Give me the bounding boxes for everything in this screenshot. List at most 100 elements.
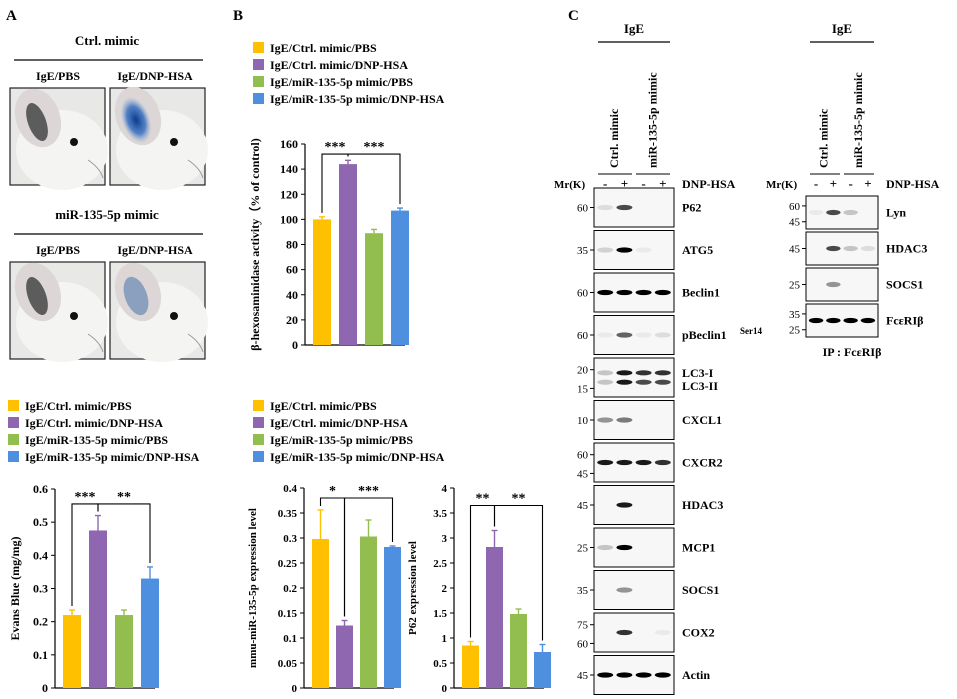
mir-expr-y-tick-label: 0.35 xyxy=(278,508,298,520)
blot-label-sup-4: Ser14 xyxy=(740,326,762,336)
ip-blot-sign-3: - xyxy=(848,176,852,191)
blot-label-1: P62 xyxy=(682,201,701,215)
blot-header: IgE xyxy=(624,21,644,36)
ip-blot-band-4-3 xyxy=(843,317,858,324)
blot-label-3: Beclin1 xyxy=(682,286,720,300)
blot-blot-11 xyxy=(593,612,675,653)
blot-band-2-3 xyxy=(635,247,652,253)
ear-photo-mir-dnp xyxy=(109,261,208,362)
p62-expr-sig-label-2: ** xyxy=(512,492,526,507)
blot-band-4-2 xyxy=(616,332,633,338)
blot-band-1-2 xyxy=(616,204,633,211)
blot-mw-label: Mr(K) xyxy=(554,179,585,191)
ip-blot-band-2-3 xyxy=(843,245,858,252)
ip-blot-sign-2: + xyxy=(830,176,837,191)
blot-sign-3: - xyxy=(641,176,645,191)
ip-blot-lane-label-2: miR-135-5p mimic xyxy=(851,72,865,168)
legend-a-swatch-3 xyxy=(8,434,19,445)
blot-sign-4: + xyxy=(659,176,666,191)
p62-expr-bar-1 xyxy=(462,645,479,688)
p62-expr-sig-bracket-2 xyxy=(493,504,544,641)
legend-b: IgE/Ctrl. mimic/PBS IgE/Ctrl. mimic/DNP-… xyxy=(253,41,445,106)
blot-band-4-1 xyxy=(597,332,614,338)
panel-letter-b: B xyxy=(233,8,243,24)
legend-b-label-3: IgE/miR-135-5p mimic/PBS xyxy=(270,75,413,89)
blot-band-10-2 xyxy=(616,587,633,593)
blot-band-6-1 xyxy=(597,417,614,423)
legend-a-label-1: IgE/Ctrl. mimic/PBS xyxy=(25,399,132,413)
ip-blot-treatment-label: DNP-HSA xyxy=(886,177,940,191)
blot-label-6: CXCL1 xyxy=(682,413,722,427)
blot-marker-11-2: 60 xyxy=(577,638,589,650)
legend-b2-label-1: IgE/Ctrl. mimic/PBS xyxy=(270,399,377,413)
blot-band-5-4 xyxy=(654,370,671,376)
mir-expr-bar-2 xyxy=(336,625,353,688)
evans-blue-bar-3 xyxy=(115,615,133,688)
ip-blot-marker-4-1: 35 xyxy=(789,309,801,321)
blot-sign-2: + xyxy=(621,176,628,191)
beta-hex-sig-label-1: *** xyxy=(325,140,346,155)
p62-expr-y-tick-label: 1.5 xyxy=(433,608,447,620)
beta-hex-y-tick-label: 0 xyxy=(292,338,298,352)
mir-expr-y-label: mmu-miR-135-5p expression level xyxy=(247,508,259,668)
p62-expr-chart: 0 0.5 1 1.5 2 2.5 3 3.5 4 P62 expression level ** *… xyxy=(407,483,551,695)
mir-expr-bar-4 xyxy=(384,547,401,688)
blot-blot-6 xyxy=(593,400,675,440)
evans-blue-bar-1 xyxy=(63,615,81,688)
blot-band-7-4 xyxy=(654,459,671,466)
blot-band-3-2 xyxy=(616,289,633,296)
blot-band-2-2 xyxy=(616,247,633,253)
ear-photo-ctrl-dnp xyxy=(109,86,208,190)
blot-marker-10-1: 35 xyxy=(577,585,589,597)
p62-expr-y-tick-label: 2 xyxy=(442,583,448,595)
beta-hex-y-label: β-hexosaminidase activity（% of control) xyxy=(247,138,262,350)
evans-blue-y-tick-label: 0.4 xyxy=(33,548,48,562)
evans-blue-y-tick-label: 0.6 xyxy=(33,482,48,496)
blot-label-4: pBeclin1 xyxy=(682,328,727,342)
mir-expr-y-tick-label: 0.15 xyxy=(278,608,298,620)
legend-b2-swatch-1 xyxy=(253,400,264,411)
evans-blue-y-tick-label: 0.5 xyxy=(33,515,48,529)
ip-blot-header: IgE xyxy=(832,21,852,36)
blot-label-10: SOCS1 xyxy=(682,583,719,597)
evans-blue-y-tick-label: 0.2 xyxy=(33,615,48,629)
ip-blot-label-4: FcεRIβ xyxy=(886,314,923,328)
mir-expr-chart: 0 0.05 0.1 0.15 0.2 0.25 0.3 0.35 0.4 mmu-miR-135… xyxy=(247,483,401,695)
beta-hex-sig-bracket-2 xyxy=(347,153,401,205)
blot-band-3-4 xyxy=(654,289,671,296)
p62-expr-y-tick-label: 0.5 xyxy=(433,658,447,670)
blot-lane-label-2: miR-135-5p mimic xyxy=(645,72,659,168)
evans-blue-sig-label-1: *** xyxy=(75,490,96,505)
blot-band-12-4 xyxy=(654,672,671,678)
ctrl-mimic-group-title: Ctrl. mimic xyxy=(75,33,139,48)
ip-blot-label-2: HDAC3 xyxy=(886,242,927,256)
ip-blot-marker-1-1: 60 xyxy=(789,201,801,213)
blot-band-8-2 xyxy=(616,502,633,508)
evans-blue-y-tick-label: 0.1 xyxy=(33,648,48,662)
ip-blot-ip-label: IP : FcεRIβ xyxy=(823,345,882,359)
legend-a-label-2: IgE/Ctrl. mimic/DNP-HSA xyxy=(25,416,163,430)
legend-b-label-4: IgE/miR-135-5p mimic/DNP-HSA xyxy=(270,92,445,106)
mir-expr-sig-label-2: *** xyxy=(358,484,379,499)
blot-marker-7-2: 45 xyxy=(577,468,589,480)
blot-band-1-1 xyxy=(597,204,614,211)
p62-expr-y-tick-label: 2.5 xyxy=(433,558,447,570)
p62-expr-sig-label-1: ** xyxy=(476,492,490,507)
mir-expr-y-tick-label: 0.4 xyxy=(283,483,297,495)
legend-a-swatch-2 xyxy=(8,417,19,428)
blot-label-7: CXCR2 xyxy=(682,456,723,470)
blot-label-2: ATG5 xyxy=(682,243,713,257)
ip-blot-sign-1: - xyxy=(814,176,818,191)
p62-expr-y-tick-label: 3 xyxy=(442,533,448,545)
legend-a-label-4: IgE/miR-135-5p mimic/DNP-HSA xyxy=(25,450,200,464)
ip-blot-marker-2-1: 45 xyxy=(789,244,801,256)
blot-label2-5: LC3-II xyxy=(682,379,718,393)
blot-band-12-1 xyxy=(597,672,614,678)
blot-marker-6-1: 10 xyxy=(577,415,589,427)
ip-blot-band-4-1 xyxy=(808,317,824,324)
legend-b2-label-3: IgE/miR-135-5p mimic/PBS xyxy=(270,433,413,447)
beta-hex-y-tick-label: 40 xyxy=(286,288,298,302)
ip-blot-marker-4-2: 25 xyxy=(789,325,801,337)
